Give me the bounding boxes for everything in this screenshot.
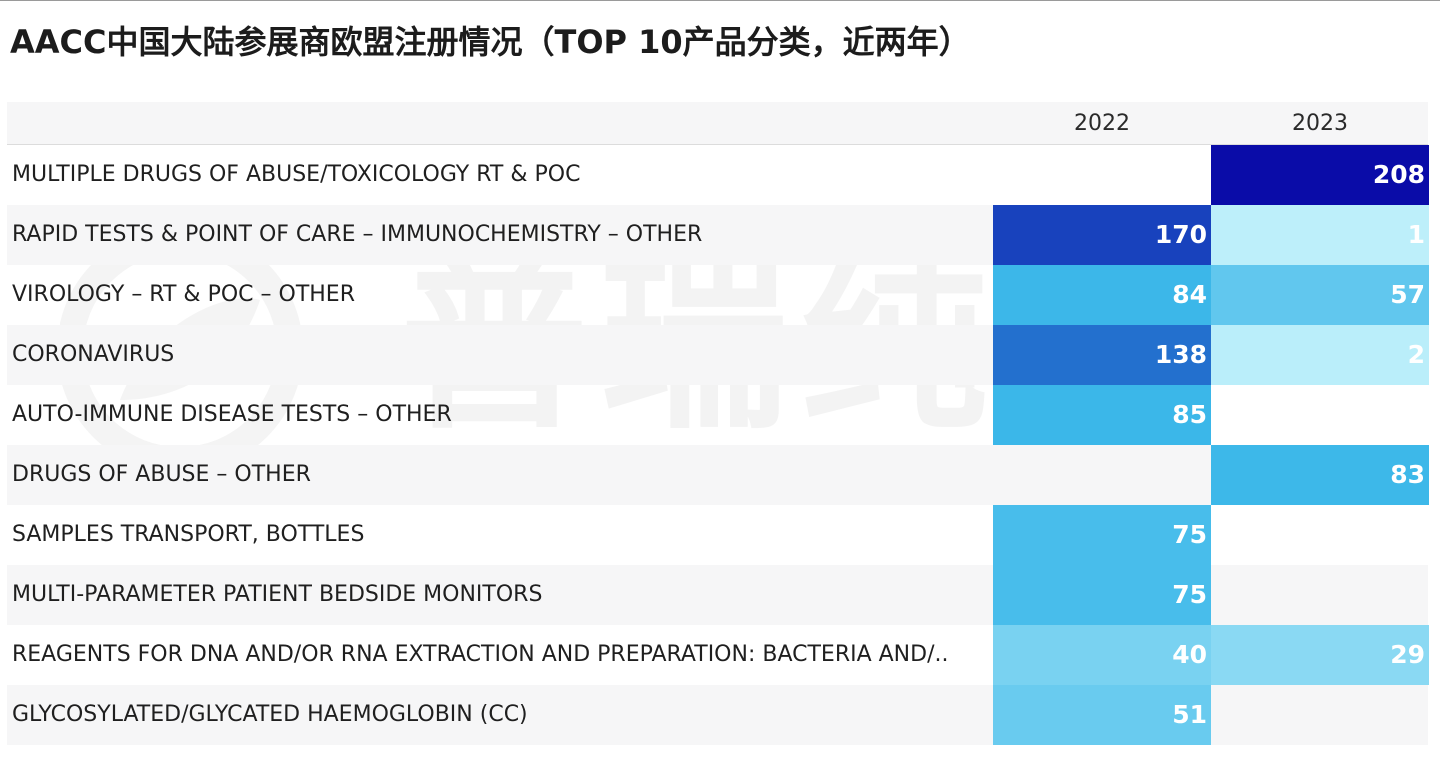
heat-cell [1211, 565, 1429, 625]
cell-value: 75 [1172, 520, 1207, 549]
heatmap-table: 2022 2023 MULTIPLE DRUGS OF ABUSE/TOXICO… [7, 102, 1429, 748]
table-row: MULTIPLE DRUGS OF ABUSE/TOXICOLOGY RT & … [7, 145, 1429, 205]
cell-value: 84 [1172, 280, 1207, 309]
table-row: VIROLOGY – RT & POC – OTHER 84 57 [7, 265, 1429, 325]
heat-cell: 29 [1211, 625, 1429, 685]
heat-cell: 170 [993, 205, 1211, 265]
row-label: DRUGS OF ABUSE – OTHER [12, 462, 311, 487]
column-header-2023: 2023 [1292, 111, 1348, 136]
row-label: REAGENTS FOR DNA AND/OR RNA EXTRACTION A… [12, 642, 949, 667]
heat-cell: 75 [993, 565, 1211, 625]
row-label: SAMPLES TRANSPORT, BOTTLES [12, 522, 365, 547]
table-header: 2022 2023 [7, 102, 1428, 145]
cell-value: 1 [1407, 220, 1425, 249]
heat-cell [993, 445, 1211, 505]
row-label: MULTIPLE DRUGS OF ABUSE/TOXICOLOGY RT & … [12, 162, 581, 187]
table-row: AUTO-IMMUNE DISEASE TESTS – OTHER 85 [7, 385, 1428, 445]
table-row: SAMPLES TRANSPORT, BOTTLES 75 [7, 505, 1428, 565]
table-row: DRUGS OF ABUSE – OTHER 83 [7, 445, 1429, 505]
row-label: GLYCOSYLATED/GLYCATED HAEMOGLOBIN (CC) [12, 702, 528, 727]
table-row: GLYCOSYLATED/GLYCATED HAEMOGLOBIN (CC) 5… [7, 685, 1428, 745]
heat-cell: 85 [993, 385, 1211, 445]
cell-value: 75 [1172, 580, 1207, 609]
row-label: AUTO-IMMUNE DISEASE TESTS – OTHER [12, 402, 452, 427]
heat-cell [1211, 685, 1429, 745]
heat-cell: 208 [1211, 145, 1429, 205]
cell-value: 2 [1407, 340, 1425, 369]
heat-cell: 51 [993, 685, 1211, 745]
top-rule [0, 0, 1440, 1]
heat-cell [1211, 505, 1429, 565]
cell-value: 40 [1172, 640, 1207, 669]
heat-cell: 57 [1211, 265, 1429, 325]
heat-cell: 138 [993, 325, 1211, 385]
row-label: MULTI-PARAMETER PATIENT BEDSIDE MONITORS [12, 582, 543, 607]
cell-value: 208 [1372, 160, 1425, 189]
cell-value: 170 [1154, 220, 1207, 249]
heat-cell: 75 [993, 505, 1211, 565]
heat-cell: 83 [1211, 445, 1429, 505]
heat-cell: 2 [1211, 325, 1429, 385]
heat-cell [1211, 385, 1429, 445]
row-label: VIROLOGY – RT & POC – OTHER [12, 282, 355, 307]
cell-value: 57 [1390, 280, 1425, 309]
heat-cell: 40 [993, 625, 1211, 685]
table-row: RAPID TESTS & POINT OF CARE – IMMUNOCHEM… [7, 205, 1429, 265]
table-row: MULTI-PARAMETER PATIENT BEDSIDE MONITORS… [7, 565, 1428, 625]
column-header-2022: 2022 [1074, 111, 1130, 136]
cell-value: 29 [1390, 640, 1425, 669]
table-row: CORONAVIRUS 138 2 [7, 325, 1429, 385]
heat-cell [993, 145, 1211, 205]
heat-cell: 84 [993, 265, 1211, 325]
cell-value: 138 [1154, 340, 1207, 369]
cell-value: 85 [1172, 400, 1207, 429]
row-label: RAPID TESTS & POINT OF CARE – IMMUNOCHEM… [12, 222, 703, 247]
page-title: AACC中国大陆参展商欧盟注册情况（TOP 10产品分类，近两年） [10, 23, 971, 61]
heat-cell: 1 [1211, 205, 1429, 265]
row-label: CORONAVIRUS [12, 342, 175, 367]
cell-value: 83 [1390, 460, 1425, 489]
table-row: REAGENTS FOR DNA AND/OR RNA EXTRACTION A… [7, 625, 1429, 685]
cell-value: 51 [1172, 700, 1207, 729]
